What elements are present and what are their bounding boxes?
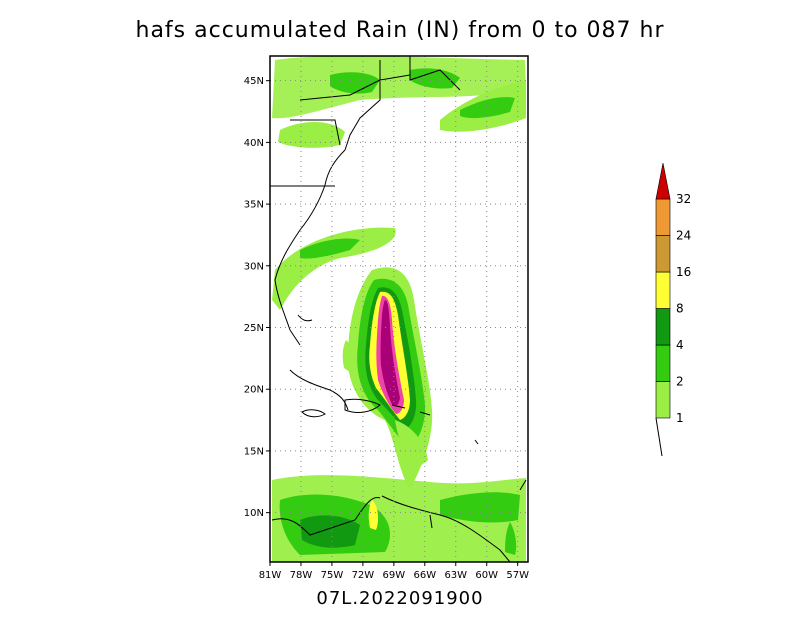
lon-tick-label: 69W: [383, 570, 406, 581]
lat-tick-label: 35N: [244, 200, 264, 211]
lon-tick-label: 60W: [475, 570, 498, 581]
colorbar-tail: [655, 417, 663, 457]
grid-lines: [270, 56, 528, 562]
colorbar-segment: [655, 198, 671, 236]
axis-ticks: 10N 15N 20N 25N 30N 35N 40N 45N 81W 78W 75W 72W 69W 6…: [244, 76, 529, 581]
colorbar-label: 2: [676, 375, 684, 389]
lon-tick-label: 57W: [506, 570, 529, 581]
lat-tick-label: 10N: [244, 508, 264, 519]
lat-tick-label: 30N: [244, 261, 264, 272]
colorbar-label: 32: [676, 192, 691, 206]
lat-tick-label: 45N: [244, 76, 264, 87]
lon-tick-label: 75W: [321, 570, 344, 581]
lat-tick-label: 40N: [244, 138, 264, 149]
colorbar-label: 24: [676, 229, 691, 243]
coastlines: [270, 56, 527, 562]
colorbar-segment: [655, 381, 671, 419]
map-title: hafs accumulated Rain (IN) from 0 to 087…: [135, 18, 665, 43]
lat-tick-label: 15N: [244, 446, 264, 457]
lon-tick-label: 72W: [352, 570, 375, 581]
colorbar-segment: [655, 308, 671, 346]
lon-tick-label: 63W: [444, 570, 467, 581]
lat-tick-label: 20N: [244, 385, 264, 396]
lon-tick-label: 78W: [290, 570, 313, 581]
colorbar-segment: [655, 271, 671, 309]
colorbar-label: 4: [676, 338, 684, 352]
colorbar-segment: [655, 344, 671, 382]
colorbar-top-triangle: [655, 162, 671, 200]
colorbar-segment: [655, 235, 671, 273]
map-frame: [269, 55, 529, 563]
lon-tick-label: 66W: [413, 570, 436, 581]
lon-tick-label: 81W: [259, 570, 282, 581]
colorbar-label: 8: [676, 302, 684, 316]
colorbar-label: 16: [676, 265, 691, 279]
colorbar-label: 1: [676, 411, 684, 425]
lat-tick-label: 25N: [244, 323, 264, 334]
rainfall-shading: [272, 56, 526, 562]
storm-id-label: 07L.2022091900: [316, 588, 484, 609]
